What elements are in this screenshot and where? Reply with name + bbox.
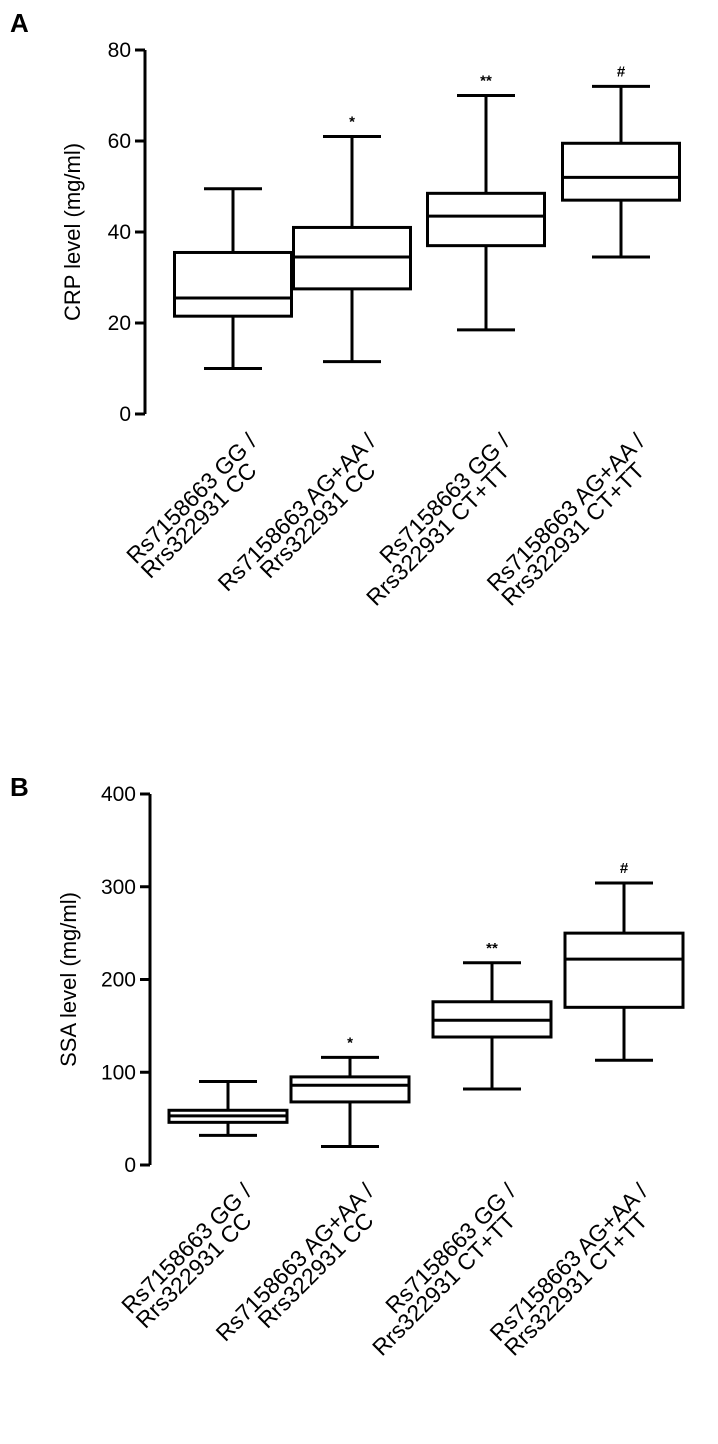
panel-b-sig-mark-1: * [347, 1034, 353, 1051]
panel-a-sig-mark-2: ** [480, 73, 492, 90]
panel-b-sig-mark-2: ** [486, 940, 498, 957]
panel-a-y-tick-label-4: 80 [108, 39, 131, 62]
panel-a-y-tick-label-0: 0 [119, 403, 131, 426]
panel-b-letter: B [10, 772, 29, 802]
panel-a-y-tick-label-3: 60 [108, 130, 131, 153]
panel-a-box-3 [561, 141, 681, 202]
panel-b-sig-mark-3: # [620, 860, 629, 877]
panel-b-y-axis-title: SSA level (mg/ml) [56, 892, 81, 1067]
panel-b-category-label-3-1: Rrs322931 CT+TT [499, 1207, 653, 1361]
panel-b-category-label-2-0: Rs7158663 GG / [380, 1178, 521, 1319]
panel-a-sig-mark-1: * [349, 113, 355, 130]
panel-a-y-tick-label-2: 40 [108, 221, 131, 244]
panel-a-category-label-3-1: Rrs322931 CT+TT [496, 457, 650, 611]
panel-a-category-label-2-0: Rs7158663 GG / [374, 428, 515, 569]
panel-b-y-tick-label-0: 0 [124, 1154, 136, 1177]
panel-b-y-tick-label-4: 400 [101, 783, 136, 806]
panel-b-box-1 [289, 1075, 411, 1104]
panel-a-sig-mark-3: # [617, 63, 626, 80]
panel-b-y-tick-label-3: 300 [101, 876, 136, 899]
panel-a-y-tick-label-1: 20 [108, 312, 131, 335]
panel-a-box-2 [426, 191, 546, 248]
panel-a-y-axis-title: CRP level (mg/ml) [60, 143, 85, 321]
panel-b-box-3 [563, 931, 685, 1009]
panel-a-box-0 [173, 250, 293, 318]
panel-b-category-label-0-0: Rs7158663 GG / [116, 1178, 257, 1319]
panel-b-y-tick-label-1: 100 [101, 1061, 136, 1084]
panel-a-letter: A [10, 8, 29, 38]
panel-a-category-label-0-0: Rs7158663 GG / [121, 428, 262, 569]
panel-b-y-tick-label-2: 200 [101, 969, 136, 992]
